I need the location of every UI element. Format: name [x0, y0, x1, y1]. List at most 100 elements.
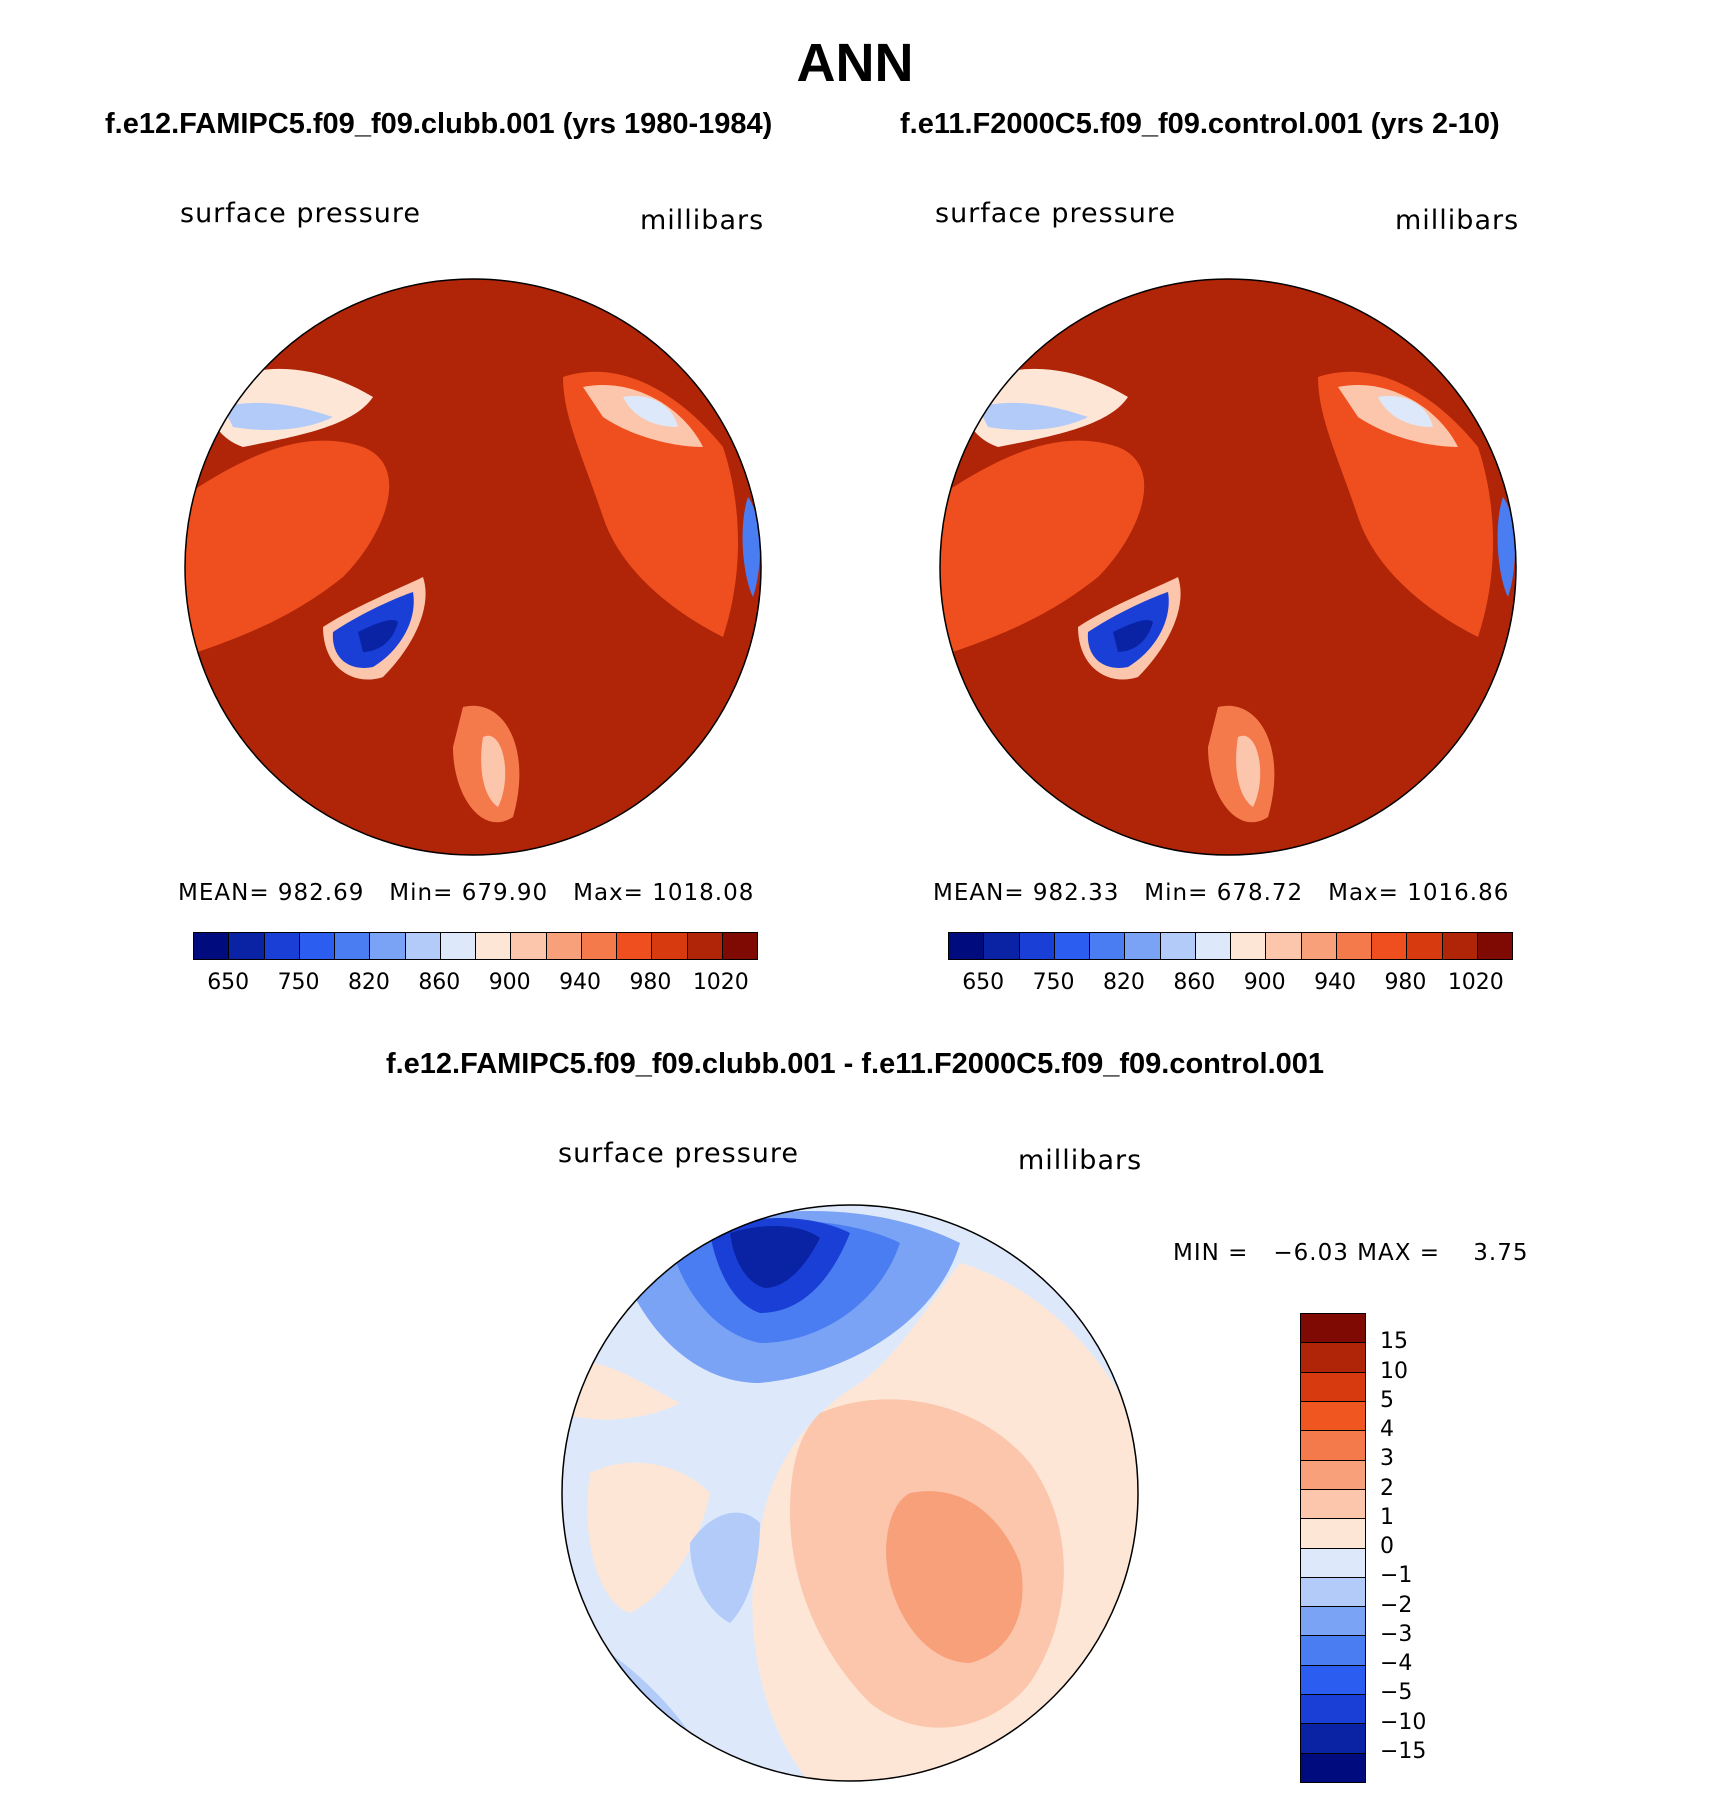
colorbar-tick-label: 1020 — [1447, 970, 1504, 995]
colorbar-tick-label: 860 — [418, 970, 461, 995]
colorbar-swatch — [546, 933, 582, 959]
colorbar-tick-label: 900 — [1243, 970, 1286, 995]
colorbar-swatch — [264, 933, 300, 959]
colorbar-swatch — [722, 933, 757, 959]
colorbar-swatch — [1301, 1607, 1365, 1637]
colorbar-tick-label: 860 — [1173, 970, 1216, 995]
colorbar-swatch — [440, 933, 476, 959]
right-polar-map — [939, 278, 1517, 856]
colorbar-swatch — [1195, 933, 1231, 959]
colorbar-swatch — [1301, 1401, 1365, 1432]
colorbar-swatch — [1301, 1519, 1365, 1549]
colorbar-tick-label: 5 — [1380, 1387, 1394, 1413]
colorbar-tick-label: 980 — [1384, 970, 1427, 995]
colorbar-tick-label: 650 — [962, 970, 1005, 995]
colorbar-tick-label: 940 — [559, 970, 602, 995]
colorbar-tick-label: 900 — [488, 970, 531, 995]
colorbar-swatch — [1054, 933, 1090, 959]
colorbar-tick-label: 980 — [629, 970, 672, 995]
colorbar-swatch — [949, 933, 985, 959]
colorbar-swatch — [1477, 933, 1512, 959]
colorbar-swatch — [1301, 933, 1337, 959]
colorbar-tick-label: −3 — [1380, 1621, 1413, 1647]
colorbar-swatch — [1301, 1314, 1365, 1344]
colorbar-tick-label: 0 — [1380, 1534, 1394, 1559]
colorbar-swatch — [1160, 933, 1196, 959]
diff-stats: MIN = −6.03 MAX = 3.75 — [1173, 1240, 1529, 1266]
colorbar-swatch — [1301, 1753, 1365, 1782]
left-variable-label: surface pressure — [180, 198, 421, 229]
colorbar-swatch — [1301, 1665, 1365, 1696]
figure-title: ANN — [796, 33, 914, 93]
colorbar-swatch — [1266, 933, 1302, 959]
colorbar-swatch — [511, 933, 547, 959]
colorbar-swatch — [1301, 1548, 1365, 1578]
colorbar-swatch — [1301, 1372, 1365, 1402]
colorbar-swatch — [1407, 933, 1443, 959]
colorbar-swatch — [1090, 933, 1126, 959]
colorbar-tick-label: 650 — [207, 970, 250, 995]
colorbar-tick-label: −5 — [1380, 1680, 1413, 1706]
colorbar-tick-label: 10 — [1380, 1358, 1408, 1384]
diff-colorbar — [1300, 1313, 1366, 1783]
colorbar-tick-label: −10 — [1380, 1709, 1427, 1735]
colorbar-swatch — [1301, 1636, 1365, 1666]
colorbar-swatch — [1125, 933, 1161, 959]
left-units-label: millibars — [640, 205, 765, 236]
colorbar-swatch — [1231, 933, 1267, 959]
right-colorbar-labels: 650 750 820 860 900 940 980 1020 — [948, 970, 1511, 1000]
colorbar-tick-label: 940 — [1314, 970, 1357, 995]
colorbar-tick-label: −1 — [1380, 1563, 1413, 1589]
colorbar-swatch — [405, 933, 441, 959]
colorbar-swatch — [476, 933, 512, 959]
colorbar-swatch — [984, 933, 1020, 959]
colorbar-swatch — [1301, 1724, 1365, 1754]
colorbar-tick-label: 820 — [347, 970, 390, 995]
colorbar-swatch — [1019, 933, 1055, 959]
colorbar-swatch — [335, 933, 371, 959]
right-panel-title: f.e11.F2000C5.f09_f09.control.001 (yrs 2… — [900, 108, 1500, 140]
colorbar-swatch — [652, 933, 688, 959]
colorbar-tick-label: 750 — [277, 970, 320, 995]
colorbar-tick-label: 2 — [1380, 1475, 1394, 1501]
colorbar-tick-label: −15 — [1380, 1738, 1427, 1764]
colorbar-tick-label: −4 — [1380, 1651, 1413, 1676]
colorbar-swatch — [229, 933, 265, 959]
colorbar-tick-label: 820 — [1102, 970, 1145, 995]
colorbar-swatch — [1336, 933, 1372, 959]
diff-variable-label: surface pressure — [558, 1138, 799, 1169]
left-stats: MEAN= 982.69 Min= 679.90 Max= 1018.08 — [178, 880, 755, 906]
difference-panel-title: f.e12.FAMIPC5.f09_f09.clubb.001 - f.e11.… — [385, 1048, 1325, 1080]
colorbar-swatch — [1301, 1695, 1365, 1725]
colorbar-tick-label: 15 — [1380, 1329, 1408, 1355]
left-colorbar — [193, 932, 758, 960]
left-polar-map — [184, 278, 762, 856]
colorbar-tick-label: 3 — [1380, 1446, 1394, 1472]
colorbar-swatch — [1301, 1460, 1365, 1490]
colorbar-swatch — [1301, 1343, 1365, 1373]
colorbar-swatch — [370, 933, 406, 959]
difference-polar-map — [561, 1204, 1139, 1782]
right-stats: MEAN= 982.33 Min= 678.72 Max= 1016.86 — [933, 880, 1510, 906]
colorbar-swatch — [194, 933, 230, 959]
colorbar-swatch — [1301, 1577, 1365, 1608]
right-units-label: millibars — [1395, 205, 1520, 236]
diff-units-label: millibars — [1018, 1145, 1143, 1176]
colorbar-tick-label: 1 — [1380, 1504, 1394, 1530]
diff-colorbar-labels: 15 10 5 4 3 2 1 0 −1 −2 −3 −4 −5 −10 −15 — [1380, 1313, 1460, 1781]
colorbar-swatch — [299, 933, 335, 959]
colorbar-swatch — [581, 933, 617, 959]
colorbar-swatch — [1301, 1489, 1365, 1520]
colorbar-swatch — [1301, 1431, 1365, 1461]
left-panel-title: f.e12.FAMIPC5.f09_f09.clubb.001 (yrs 198… — [105, 108, 773, 140]
colorbar-swatch — [1442, 933, 1478, 959]
colorbar-swatch — [617, 933, 653, 959]
right-variable-label: surface pressure — [935, 198, 1176, 229]
colorbar-tick-label: 750 — [1032, 970, 1075, 995]
colorbar-swatch — [687, 933, 723, 959]
left-colorbar-labels: 650 750 820 860 900 940 980 1020 — [193, 970, 756, 1000]
colorbar-tick-label: 4 — [1380, 1417, 1394, 1442]
colorbar-tick-label: −2 — [1380, 1592, 1413, 1618]
colorbar-swatch — [1372, 933, 1408, 959]
colorbar-tick-label: 1020 — [692, 970, 749, 995]
